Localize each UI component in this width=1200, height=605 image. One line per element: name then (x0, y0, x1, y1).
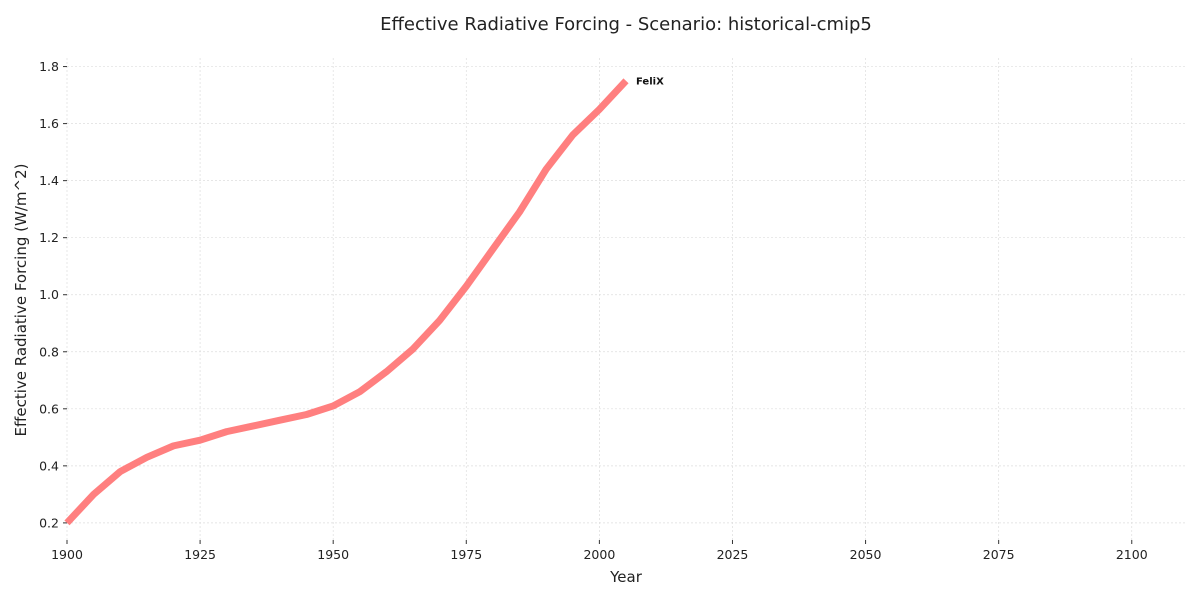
series-layer: FeliX (64, 76, 664, 526)
x-tick-label: 2075 (983, 547, 1015, 562)
x-tick-label: 1950 (317, 547, 349, 562)
y-tick-label: 1.6 (39, 116, 59, 131)
x-tick-label: 2050 (850, 547, 882, 562)
grid (66, 58, 1185, 540)
x-axis-label: Year (609, 568, 643, 586)
y-tick-label: 1.2 (39, 230, 59, 245)
y-tick-label: 0.8 (39, 344, 59, 359)
y-axis-label: Effective Radiative Forcing (W/m^2) (12, 164, 30, 437)
y-tick-label: 0.6 (39, 401, 59, 416)
x-tick-label: 1900 (51, 547, 83, 562)
axes: 1900 1925 1950 1975 2000 2025 2050 2075 2100 0.2 0… (39, 59, 1148, 562)
x-tick-label: 1975 (450, 547, 482, 562)
series-end-label: FeliX (636, 76, 664, 87)
series-line (64, 78, 629, 526)
chart-title: Effective Radiative Forcing - Scenario: … (380, 14, 872, 35)
y-tick-label: 0.4 (39, 458, 59, 473)
x-tick-label: 1925 (184, 547, 216, 562)
x-tick-label: 2100 (1116, 547, 1148, 562)
y-tick-label: 0.2 (39, 515, 59, 530)
y-tick-label: 1.0 (39, 287, 59, 302)
x-tick-label: 2025 (717, 547, 749, 562)
x-tick-label: 2000 (583, 547, 615, 562)
y-tick-label: 1.8 (39, 59, 59, 74)
y-tick-label: 1.4 (39, 173, 59, 188)
